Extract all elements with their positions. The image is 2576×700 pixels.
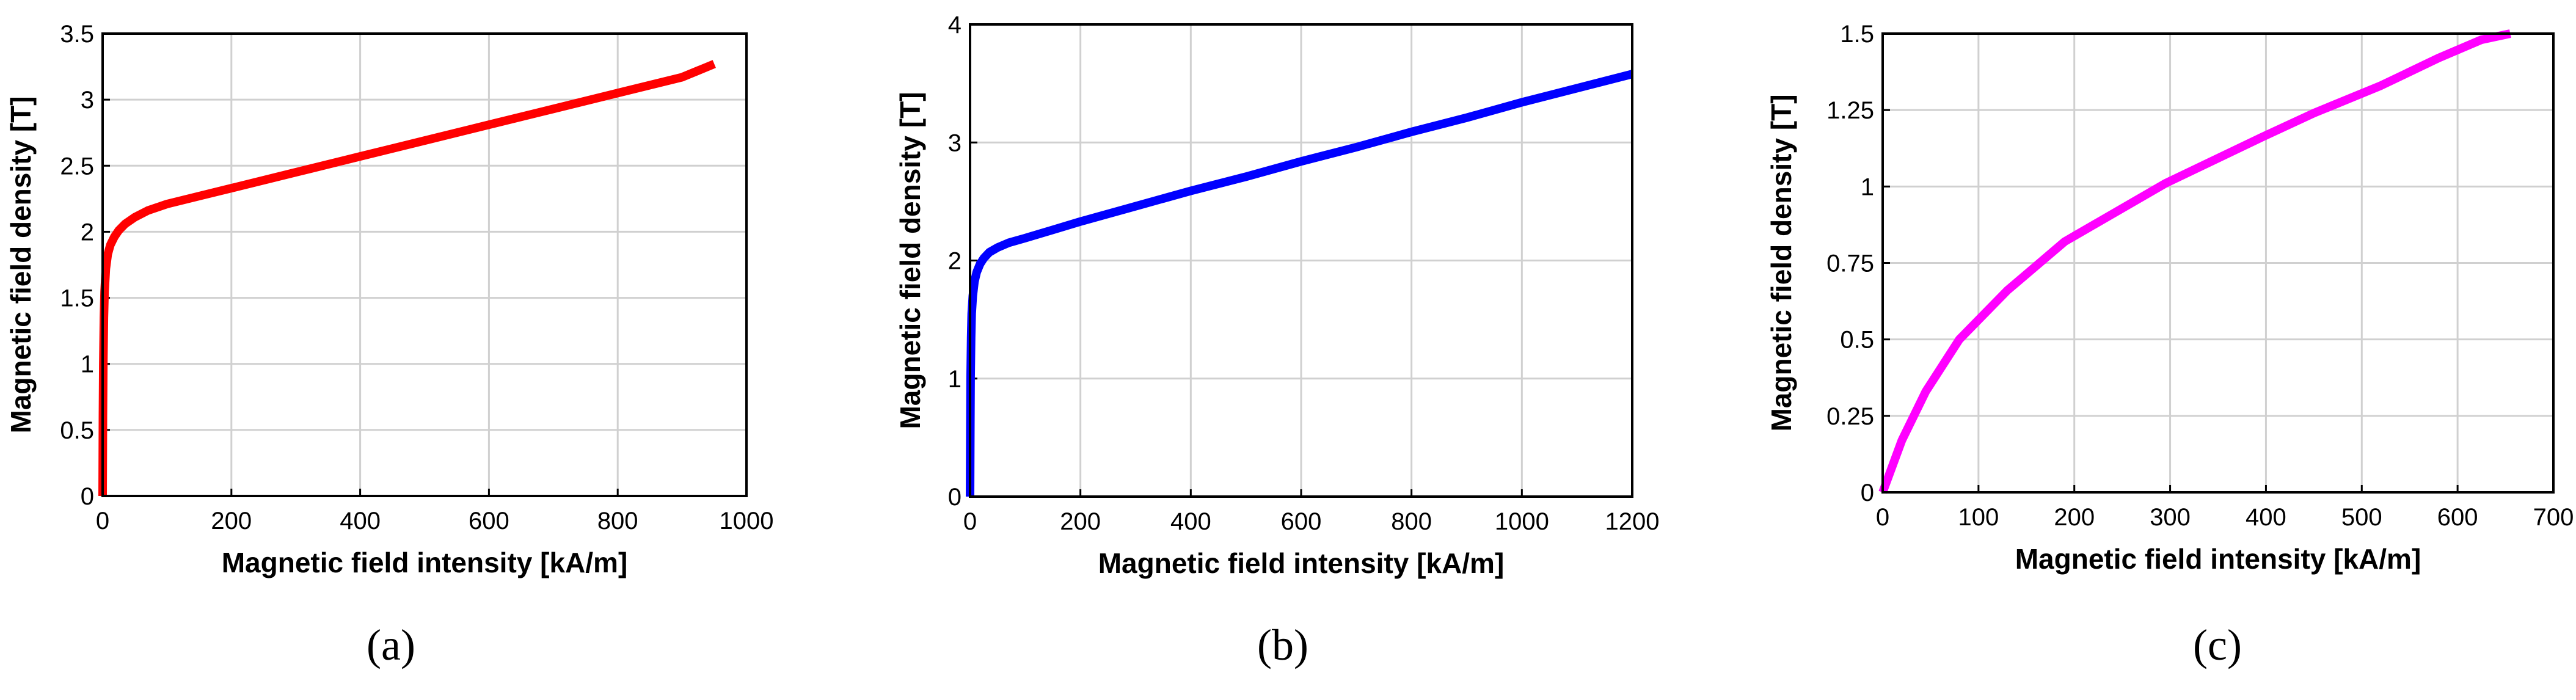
y-tick-label: 1	[1861, 173, 1874, 200]
y-axis-label: Magnetic field density [T]	[5, 96, 37, 433]
plot-frame	[969, 23, 1633, 498]
panel-label: (b)	[1257, 621, 1308, 669]
y-tick-label: 0.5	[1840, 327, 1874, 354]
y-tick-label: 3	[81, 87, 94, 114]
y-tick-label: 0.5	[60, 417, 94, 444]
y-tick-label: 0	[81, 483, 94, 510]
x-axis-label: Magnetic field intensity [kA/m]	[2015, 543, 2421, 575]
series-line	[98, 60, 716, 497]
y-tick-label: 1	[81, 351, 94, 378]
y-tick-label: 0	[1861, 479, 1874, 506]
series-line	[966, 70, 1633, 497]
y-tick-label: 2	[948, 248, 961, 275]
x-tick-label: 800	[1391, 508, 1432, 535]
y-tick-label: 2	[81, 219, 94, 246]
y-tick-label: 0	[948, 484, 961, 511]
x-tick-label: 1000	[1495, 508, 1549, 535]
y-tick-label: 4	[948, 12, 961, 38]
y-tick-label: 1.5	[1840, 21, 1874, 48]
x-axis-label: Magnetic field intensity [kA/m]	[1098, 547, 1505, 579]
y-tick-label: 0.75	[1826, 250, 1874, 277]
y-tick-label: 3	[948, 129, 961, 156]
y-tick-label: 2.5	[60, 153, 94, 180]
x-tick-label: 800	[597, 508, 638, 534]
x-tick-label: 600	[2437, 504, 2478, 531]
x-tick-label: 400	[1170, 508, 1211, 535]
y-tick-label: 3.5	[60, 21, 94, 48]
x-tick-label: 600	[1281, 508, 1322, 535]
x-tick-label: 600	[469, 508, 509, 534]
x-tick-label: 0	[963, 508, 977, 535]
y-tick-label: 1.5	[60, 285, 94, 312]
x-tick-label: 200	[2054, 504, 2095, 531]
y-axis-label: Magnetic field density [T]	[1765, 94, 1797, 431]
y-tick-label: 1	[948, 366, 961, 393]
x-tick-label: 700	[2533, 504, 2574, 531]
x-tick-label: 200	[211, 508, 252, 534]
panel-label: (a)	[367, 621, 415, 669]
y-tick-label: 0.25	[1826, 403, 1874, 430]
panel-label: (c)	[2193, 621, 2242, 669]
chart-panel-b: 0 200 400 600 800 1000 1200 0 1 2 3 4 Magnetic field…	[894, 12, 1659, 669]
x-tick-label: 0	[1876, 504, 1889, 531]
chart-panel-a: 0 200 400 600 800 1000 0 0.5 1 1.5 2 2.5 3 3.5 Magneti…	[5, 21, 773, 669]
y-tick-label: 1.25	[1826, 97, 1874, 124]
x-tick-label: 400	[340, 508, 381, 534]
x-tick-label: 200	[1060, 508, 1101, 535]
chart-panel-c: 0 100 200 300 400 500 600 700 0 0.25 0.5 0.75 1 1.25 1…	[1765, 21, 2574, 669]
x-tick-label: 400	[2246, 504, 2286, 531]
x-tick-label: 100	[1958, 504, 1999, 531]
x-tick-label: 1200	[1605, 508, 1660, 535]
y-axis-label: Magnetic field density [T]	[894, 92, 926, 429]
series-line	[1878, 29, 2511, 494]
x-axis-label: Magnetic field intensity [kA/m]	[222, 547, 628, 578]
plot-frame	[101, 32, 748, 497]
x-tick-label: 0	[96, 508, 109, 534]
x-tick-label: 1000	[720, 508, 774, 534]
plot-area	[103, 34, 746, 496]
plot-frame	[1881, 32, 2555, 494]
x-tick-label: 300	[2150, 504, 2191, 531]
x-tick-label: 500	[2341, 504, 2382, 531]
